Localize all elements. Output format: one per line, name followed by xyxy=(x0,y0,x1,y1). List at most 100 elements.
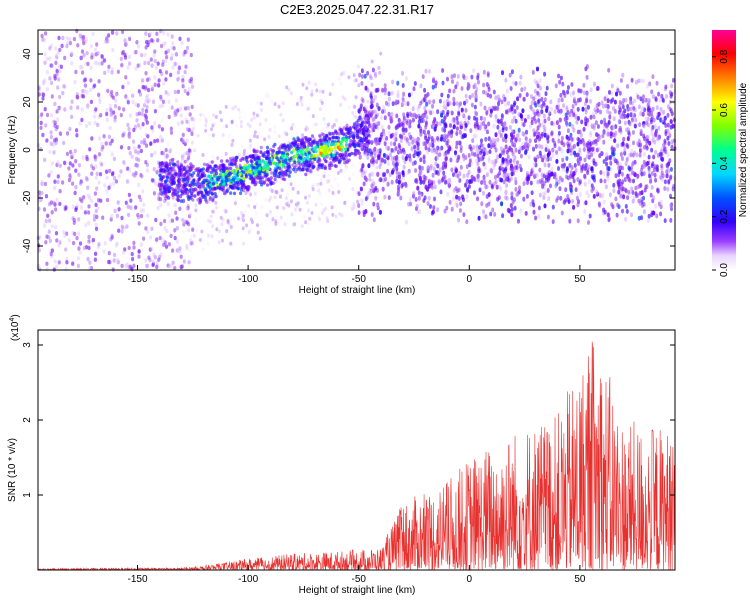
spectrogram-cell xyxy=(223,208,227,213)
spectrogram-cell xyxy=(630,77,634,83)
spectrogram-cell xyxy=(159,221,163,227)
spectrogram-cell xyxy=(586,118,590,123)
spectrogram-cell xyxy=(430,148,434,153)
spectrogram-cell xyxy=(233,201,237,206)
spectrogram-cell xyxy=(80,198,84,204)
spectrogram-cell xyxy=(88,195,92,201)
spectrogram-cell xyxy=(635,152,639,158)
spectrogram-cell xyxy=(255,134,259,139)
spectrogram-cell xyxy=(490,168,493,174)
spectrogram-cell xyxy=(153,58,157,64)
spectrogram-cell xyxy=(85,90,89,95)
spectrogram-cell xyxy=(353,114,357,119)
spectrogram-cell xyxy=(505,109,509,114)
spectrogram-cell xyxy=(52,119,56,125)
spectrogram-cell xyxy=(312,147,317,151)
spectrogram-cell xyxy=(608,90,611,95)
spectrogram-cell xyxy=(180,156,184,161)
spectrogram-cell xyxy=(405,120,409,126)
spectrogram-cell xyxy=(606,176,610,182)
spectrogram-cell xyxy=(45,56,49,62)
spectrogram-cell xyxy=(614,173,618,179)
spectrogram-cell xyxy=(650,147,654,153)
spectrogram-cell xyxy=(574,167,578,173)
spectrogram-cell xyxy=(580,166,584,171)
spectrogram-cell xyxy=(472,68,476,73)
spectrogram-cell xyxy=(420,191,424,197)
spectrogram-cell xyxy=(56,85,60,90)
spectrogram-cell xyxy=(265,178,269,182)
spectrogram-cell xyxy=(45,138,49,143)
spectrogram-cell xyxy=(182,177,186,182)
spectrogram-cell xyxy=(555,178,559,183)
spectrogram-cell xyxy=(142,236,146,241)
spectrogram-cell xyxy=(153,150,157,155)
spectrogram-cell xyxy=(666,122,670,128)
spectrogram-cell xyxy=(297,98,301,103)
spectrogram-cell xyxy=(52,142,56,148)
spectrogram-cell xyxy=(279,112,283,117)
spectrogram-cell xyxy=(216,156,220,161)
spectrogram-cell xyxy=(166,92,170,97)
spectrogram-cell xyxy=(115,91,119,97)
spectrogram-cell xyxy=(119,169,123,174)
spectrogram-cell xyxy=(308,168,312,173)
spectrogram-cell xyxy=(572,178,576,184)
spectrogram-cell xyxy=(641,78,645,84)
spectrogram-cell xyxy=(304,127,308,132)
spectrogram-cell xyxy=(79,55,84,60)
spectrogram-cell xyxy=(267,198,271,203)
spectrogram-cell xyxy=(376,205,380,211)
spectrogram-cell xyxy=(401,97,405,103)
spectrogram-cell xyxy=(476,177,480,183)
spectrogram-cell xyxy=(455,126,459,131)
spectrogram-cell xyxy=(181,132,185,138)
spectrogram-cell xyxy=(352,202,356,207)
spectrogram-cell xyxy=(488,149,492,155)
spectrogram-cell xyxy=(465,98,469,104)
spectrogram-cell xyxy=(621,104,625,110)
spectrogram-cell xyxy=(343,147,348,152)
spectrogram-cell xyxy=(132,139,136,144)
spectrogram-cell xyxy=(161,238,165,243)
spectrogram-cell xyxy=(618,107,622,113)
spectrogram-cell xyxy=(173,191,177,196)
spectrogram-cell xyxy=(423,87,427,93)
spectrogram-cell xyxy=(155,170,159,175)
spectrogram-cell xyxy=(435,121,439,127)
spectrogram-cell xyxy=(462,73,465,79)
spectrogram-cell xyxy=(376,148,380,154)
spectrogram-cell xyxy=(664,149,668,155)
spectrogram-cell xyxy=(464,155,468,160)
spectrogram-cell xyxy=(414,197,418,202)
spectrogram-cell xyxy=(408,123,412,129)
spectrogram-cell xyxy=(669,176,672,181)
spectrogram-cell xyxy=(616,143,620,149)
spectrogram-cell xyxy=(273,195,277,200)
spectrogram-cell xyxy=(54,207,58,212)
spectrogram-cell xyxy=(115,241,119,246)
spectrogram-cell xyxy=(370,95,373,100)
spectrogram-cell xyxy=(187,214,192,219)
spectrogram-cell xyxy=(458,140,462,146)
spectrogram-cell xyxy=(492,89,496,95)
spectrogram-cell xyxy=(586,170,590,176)
spectrogram-cell xyxy=(130,251,134,257)
spectrogram-cell xyxy=(269,210,272,214)
spectrogram-cell xyxy=(327,188,331,193)
spectrogram-cell xyxy=(279,215,283,220)
spectrogram-cell xyxy=(439,136,443,142)
spectrogram-cell xyxy=(589,130,592,136)
spectrogram-cell xyxy=(438,152,442,158)
spectrogram-cell xyxy=(105,111,109,117)
spectrogram-cell xyxy=(53,185,57,191)
spectrogram-cell xyxy=(576,129,580,135)
spectrogram-cell xyxy=(188,112,192,117)
spectrogram-cell xyxy=(510,207,514,212)
spectrogram-cell xyxy=(266,150,270,155)
spectrogram-cell xyxy=(55,71,59,77)
spectrogram-cell xyxy=(624,204,628,209)
spectrogram-cell xyxy=(89,87,93,93)
spectrogram-cell xyxy=(120,229,124,234)
spectrogram-cell xyxy=(569,132,573,138)
